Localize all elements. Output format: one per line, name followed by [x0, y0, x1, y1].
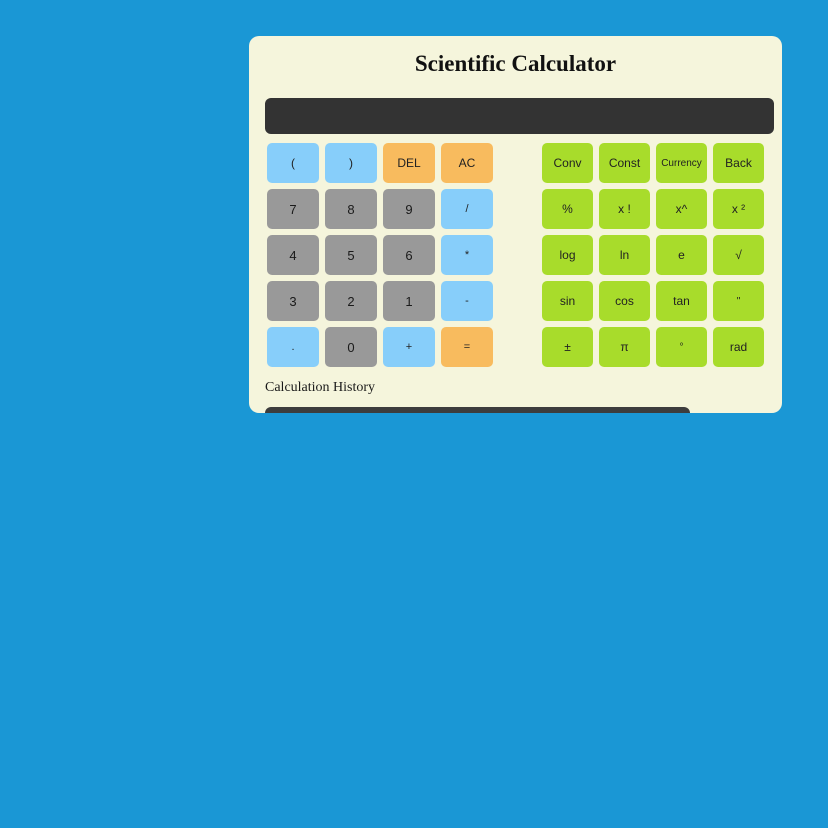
ac-button[interactable]: AC: [441, 143, 493, 183]
divide-button[interactable]: /: [441, 189, 493, 229]
digit-9-button[interactable]: 9: [383, 189, 435, 229]
del-button[interactable]: DEL: [383, 143, 435, 183]
plus-minus-button[interactable]: ±: [542, 327, 593, 367]
cos-button[interactable]: cos: [599, 281, 650, 321]
digit-6-button[interactable]: 6: [383, 235, 435, 275]
calculator-card: Scientific Calculator ( ) DEL AC 7 8 9 /…: [249, 36, 782, 413]
square-button[interactable]: x ²: [713, 189, 764, 229]
digit-3-button[interactable]: 3: [267, 281, 319, 321]
log-button[interactable]: log: [542, 235, 593, 275]
keypad-right: Conv Const Currency Back % x ! x^ x ² lo…: [542, 143, 764, 367]
close-paren-button[interactable]: ): [325, 143, 377, 183]
history-label: Calculation History: [265, 380, 376, 395]
digit-2-button[interactable]: 2: [325, 281, 377, 321]
pi-button[interactable]: π: [599, 327, 650, 367]
display-input[interactable]: [265, 98, 774, 134]
digit-1-button[interactable]: 1: [383, 281, 435, 321]
digit-8-button[interactable]: 8: [325, 189, 377, 229]
double-prime-button[interactable]: ": [713, 281, 764, 321]
digit-0-button[interactable]: 0: [325, 327, 377, 367]
add-button[interactable]: +: [383, 327, 435, 367]
sqrt-button[interactable]: √: [713, 235, 764, 275]
keypad-left: ( ) DEL AC 7 8 9 / 4 5 6 * 3 2 1 - . 0 +…: [267, 143, 493, 367]
open-paren-button[interactable]: (: [267, 143, 319, 183]
tan-button[interactable]: tan: [656, 281, 707, 321]
history-output: [265, 407, 690, 413]
multiply-button[interactable]: *: [441, 235, 493, 275]
back-button[interactable]: Back: [713, 143, 764, 183]
conv-button[interactable]: Conv: [542, 143, 593, 183]
sin-button[interactable]: sin: [542, 281, 593, 321]
decimal-button[interactable]: .: [267, 327, 319, 367]
power-button[interactable]: x^: [656, 189, 707, 229]
keypads: ( ) DEL AC 7 8 9 / 4 5 6 * 3 2 1 - . 0 +…: [267, 143, 764, 367]
digit-5-button[interactable]: 5: [325, 235, 377, 275]
e-button[interactable]: e: [656, 235, 707, 275]
digit-7-button[interactable]: 7: [267, 189, 319, 229]
equals-button[interactable]: =: [441, 327, 493, 367]
page-title: Scientific Calculator: [414, 51, 617, 76]
currency-button[interactable]: Currency: [656, 143, 707, 183]
const-button[interactable]: Const: [599, 143, 650, 183]
factorial-button[interactable]: x !: [599, 189, 650, 229]
ln-button[interactable]: ln: [599, 235, 650, 275]
digit-4-button[interactable]: 4: [267, 235, 319, 275]
rad-button[interactable]: rad: [713, 327, 764, 367]
percent-button[interactable]: %: [542, 189, 593, 229]
degree-button[interactable]: °: [656, 327, 707, 367]
subtract-button[interactable]: -: [441, 281, 493, 321]
